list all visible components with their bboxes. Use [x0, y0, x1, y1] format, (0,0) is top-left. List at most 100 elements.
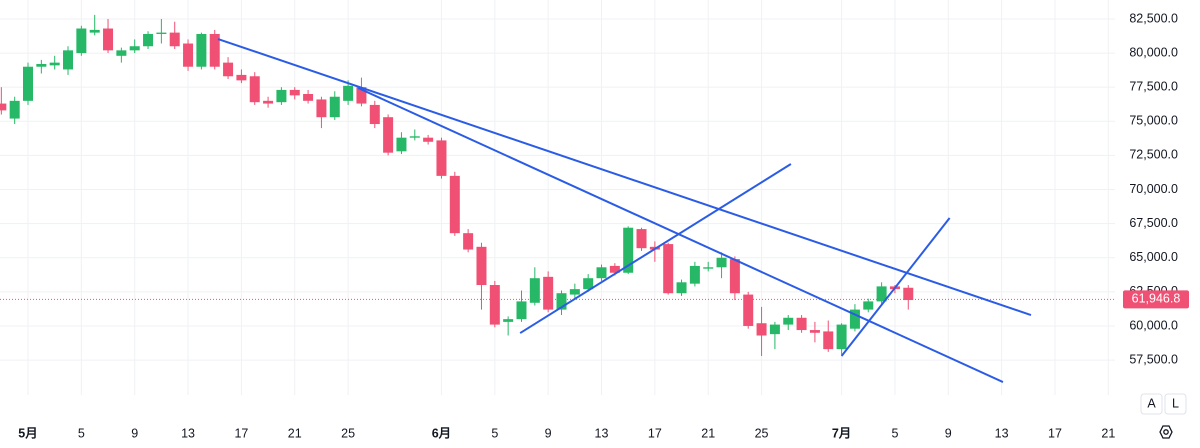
- candle-body: [543, 276, 554, 310]
- candle-body: [76, 28, 87, 54]
- x-tick-label: 13: [181, 426, 195, 440]
- y-tick-label: 75,000.0: [1129, 114, 1178, 128]
- candle-body: [249, 76, 260, 103]
- candle-body: [89, 29, 100, 33]
- y-tick-label: 65,000.0: [1129, 250, 1178, 264]
- x-tick-label: 25: [755, 426, 769, 440]
- y-tick-label: 67,500.0: [1129, 216, 1178, 230]
- x-tick-label: 17: [234, 426, 248, 440]
- candle-body: [716, 257, 727, 268]
- candle-body: [236, 74, 247, 81]
- x-tick-label: 21: [701, 426, 715, 440]
- candle-body: [676, 282, 687, 294]
- x-tick-label: 13: [995, 426, 1009, 440]
- candle-body: [423, 137, 434, 142]
- candle-body: [689, 265, 700, 284]
- candle-body: [116, 50, 127, 56]
- x-tick-label: 5月: [18, 426, 37, 440]
- candle-body: [876, 286, 887, 302]
- candle-body: [156, 32, 167, 34]
- candle-body: [463, 233, 474, 250]
- candle-body: [209, 33, 220, 67]
- candle-body: [276, 89, 287, 103]
- candle-body: [129, 46, 140, 51]
- candle-body: [636, 229, 647, 249]
- candle-body: [343, 85, 354, 101]
- candle-body: [36, 63, 47, 67]
- candle-body: [303, 94, 314, 101]
- y-tick-label: 72,500.0: [1129, 148, 1178, 162]
- candle-body: [489, 285, 500, 325]
- y-tick-label: 80,000.0: [1129, 45, 1178, 59]
- candle-body: [356, 87, 367, 104]
- last-price-box: [1123, 290, 1189, 309]
- trendline: [357, 87, 1004, 383]
- candle-body: [63, 50, 74, 70]
- candle-body: [809, 330, 820, 333]
- candle-body: [23, 66, 34, 101]
- candle-body: [183, 43, 194, 67]
- candle-body: [143, 33, 154, 47]
- candle-body: [583, 278, 594, 290]
- candle-body: [769, 324, 780, 335]
- y-tick-label: 77,500.0: [1129, 79, 1178, 93]
- candle-body: [369, 104, 380, 125]
- candle-body: [556, 293, 567, 310]
- candle-body: [609, 265, 620, 273]
- candle-body: [743, 294, 754, 326]
- candle-body: [49, 62, 60, 66]
- candle-body: [623, 227, 634, 273]
- x-tick-label: 21: [1101, 426, 1115, 440]
- x-tick-label: 9: [131, 426, 138, 440]
- candle-body: [223, 62, 234, 77]
- y-tick-label: 70,000.0: [1129, 182, 1178, 196]
- candle-body: [836, 324, 847, 350]
- candle-body: [596, 267, 607, 279]
- candle-body: [863, 301, 874, 310]
- candle-body: [476, 246, 487, 286]
- candle-body: [756, 323, 767, 336]
- candle-body: [289, 89, 300, 96]
- candle-body: [663, 244, 674, 294]
- x-tick-label: 13: [595, 426, 609, 440]
- candle-body: [103, 28, 114, 51]
- x-tick-label: 5: [78, 426, 85, 440]
- candle-body: [169, 32, 180, 47]
- trendline: [840, 217, 951, 357]
- candle-body: [823, 331, 834, 350]
- x-tick-label: 7月: [832, 426, 851, 440]
- candle-body: [516, 301, 527, 320]
- settings-icon[interactable]: [1159, 425, 1173, 439]
- log-scale-button[interactable]: [1164, 393, 1187, 415]
- candle-body: [849, 309, 860, 329]
- candle-body: [903, 287, 914, 301]
- candle-body: [383, 117, 394, 153]
- y-tick-label: 57,500.0: [1129, 352, 1178, 366]
- log-scale-label[interactable]: L: [1172, 396, 1179, 410]
- auto-scale-label[interactable]: A: [1147, 396, 1156, 410]
- candle-body: [703, 267, 714, 269]
- x-tick-label: 17: [1048, 426, 1062, 440]
- candle-body: [783, 317, 794, 325]
- candle-body: [263, 100, 274, 104]
- candle-body: [316, 99, 327, 118]
- candle-body: [796, 317, 807, 331]
- candle-body: [436, 140, 447, 176]
- x-tick-label: 17: [648, 426, 662, 440]
- auto-scale-button[interactable]: [1140, 393, 1163, 415]
- candle-body: [0, 103, 7, 111]
- x-tick-label: 9: [945, 426, 952, 440]
- last-price-label: 61,946.8: [1132, 292, 1181, 306]
- candle-body: [396, 137, 407, 152]
- candle-body: [449, 175, 460, 234]
- trendline: [217, 38, 1032, 316]
- candle-body: [409, 136, 420, 138]
- x-tick-label: 25: [341, 426, 355, 440]
- candle-body: [529, 278, 540, 303]
- y-tick-label: 82,500.0: [1129, 11, 1178, 25]
- candle-body: [9, 100, 20, 119]
- candle-body: [196, 33, 207, 67]
- x-tick-label: 21: [288, 426, 302, 440]
- trendline: [519, 163, 792, 334]
